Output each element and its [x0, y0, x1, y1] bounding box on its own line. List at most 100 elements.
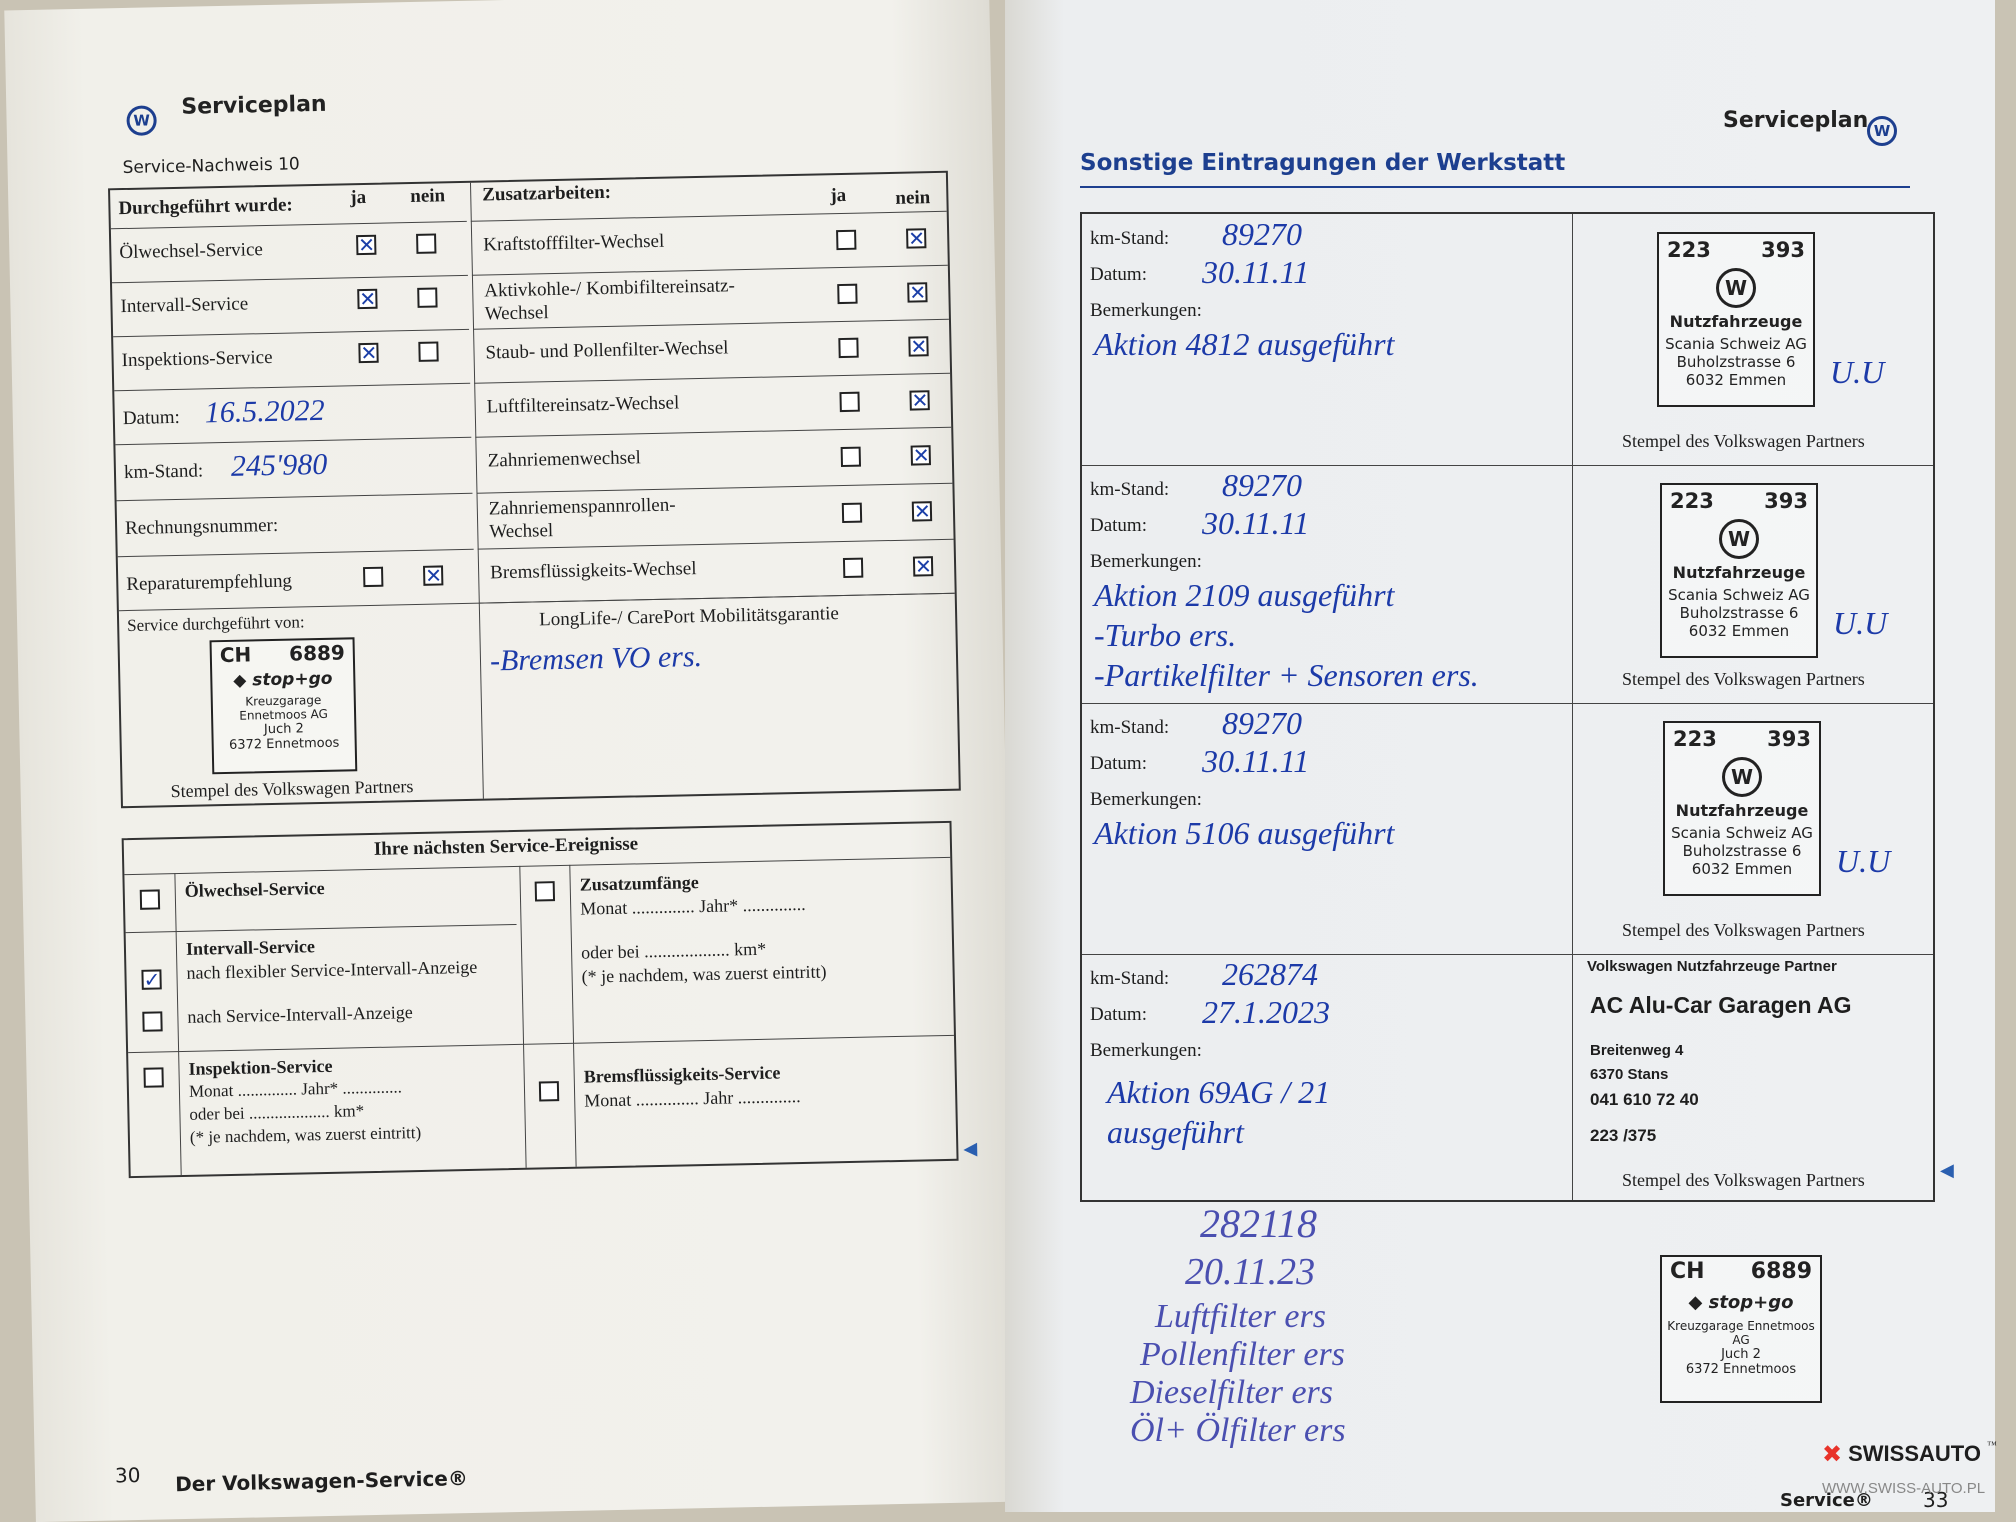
interval-service-ja-checkbox[interactable]: ✕	[357, 286, 378, 312]
km-value: 245'980	[230, 447, 328, 483]
next-inspection-month: Monat .............. Jahr* .............…	[188, 1077, 403, 1101]
interval-service-nein-checkbox[interactable]	[417, 287, 438, 308]
stamp-brand: stop+go	[1708, 1292, 1794, 1313]
extra-item-ja-checkbox[interactable]	[836, 229, 857, 251]
stamp-number: 6889	[288, 640, 346, 666]
ja-header: ja	[350, 186, 367, 209]
next-extra-label: Zusatzumfänge	[579, 872, 699, 895]
remarks-value: Aktion 2109 ausgeführt	[1094, 577, 1395, 613]
next-inspection-km: oder bei ................... km*	[189, 1101, 365, 1124]
stamp-title: Nutzfahrzeuge	[1669, 312, 1803, 331]
stamp-company: Kreuzgarage Ennetmoos AG	[239, 692, 329, 723]
stamp-brand: stop+go	[252, 668, 333, 691]
dealer-stamp: CH 6889 ◆ stop+go Kreuzgarage Ennetmoos A…	[209, 637, 358, 775]
remarks-label: Bemerkungen:	[1090, 551, 1202, 572]
extra-item-label-cont: Wechsel	[489, 520, 554, 543]
extra-item-label: Zahnriemenwechsel	[487, 447, 641, 472]
date-label: Datum:	[1090, 515, 1147, 536]
invoice-number-label: Rechnungsnummer:	[124, 514, 279, 540]
stamp-country: CH	[1670, 1259, 1705, 1284]
oil-service-nein-checkbox[interactable]	[416, 233, 437, 254]
extra-item-nein-checkbox[interactable]: ✕	[911, 499, 933, 524]
vw-logo-icon: W	[126, 105, 157, 136]
remarks-value: Aktion 5106 ausgeführt	[1094, 815, 1395, 851]
stamp-phone: 041 610 72 40	[1590, 1090, 1699, 1109]
section-underline	[1080, 186, 1910, 188]
extra-item-nein-checkbox[interactable]: ✕	[907, 280, 928, 305]
handwritten-line: Öl+ Ölfilter ers	[1130, 1412, 1346, 1449]
stamp-code: 223 /375	[1590, 1126, 1657, 1145]
extra-item-ja-checkbox[interactable]	[837, 283, 858, 305]
extra-nein-header: nein	[895, 187, 931, 209]
stamp-street: Juch 2	[1721, 1347, 1761, 1362]
stamp-caption: Stempel des Volkswagen Partners	[1622, 431, 1865, 451]
next-extra-km: oder bei ................... km*	[580, 938, 767, 963]
extra-item-nein-checkbox[interactable]: ✕	[912, 554, 934, 579]
stamp-street: Buholzstrasse 6	[1676, 353, 1796, 371]
next-extra-month: Monat .............. Jahr* .............…	[580, 893, 806, 919]
handwritten-date: 20.11.23	[1185, 1251, 1316, 1293]
inspection-service-nein-checkbox[interactable]	[418, 341, 439, 362]
next-extra-checkbox[interactable]	[534, 881, 556, 902]
handwritten-line: Luftfilter ers	[1155, 1298, 1326, 1335]
stamp-caption: Stempel des Volkswagen Partners	[170, 776, 414, 802]
extra-item-nein-checkbox[interactable]: ✕	[910, 443, 932, 468]
footer-title: Service®	[1780, 1490, 1873, 1511]
km-value: 89270	[1222, 216, 1302, 252]
next-oil-checkbox[interactable]	[139, 889, 161, 910]
extra-item-nein-checkbox[interactable]: ✕	[908, 334, 929, 359]
signature: U.U	[1830, 354, 1885, 390]
remarks-label: Bemerkungen:	[1090, 1040, 1202, 1061]
longlife-label: LongLife-/ CarePort Mobilitätsgarantie	[538, 603, 840, 631]
next-brake-checkbox[interactable]	[538, 1081, 560, 1102]
km-value: 89270	[1222, 705, 1302, 741]
remarks-label: Bemerkungen:	[1090, 789, 1202, 810]
right-page: Serviceplan W Sonstige Eintragungen der …	[1005, 0, 1995, 1512]
workshop-entries-table: km-Stand: 89270 Datum: 30.11.11 Bemerkungen:…	[1080, 212, 1935, 1202]
next-inspection-checkbox[interactable]	[143, 1067, 164, 1088]
extra-item-ja-checkbox[interactable]	[840, 446, 862, 468]
date-value: 27.1.2023	[1202, 994, 1330, 1030]
bottom-dealer-stamp: CH 6889 ◆ stop+go Kreuzgarage Ennetmoos A…	[1660, 1255, 1822, 1403]
performed-header: Durchgeführt wurde:	[118, 194, 293, 220]
repair-ja-checkbox[interactable]	[363, 566, 384, 588]
remarks-value: -Turbo ers.	[1094, 617, 1237, 653]
stamp-top: Volkswagen Nutzfahrzeuge Partner	[1587, 958, 1837, 975]
extra-item-ja-checkbox[interactable]	[842, 557, 864, 579]
handwritten-line: Pollenfilter ers	[1140, 1336, 1345, 1373]
km-label: km-Stand:	[1090, 228, 1170, 249]
next-inspection-note: (* je nachdem, was zuerst eintritt)	[189, 1122, 422, 1147]
handwritten-line: Dieselfilter ers	[1130, 1374, 1334, 1411]
extra-item-ja-checkbox[interactable]	[841, 502, 863, 524]
next-interval-flex-checkbox[interactable]: ✓	[141, 967, 162, 992]
swissauto-watermark: ✖ SWISSAUTO ™	[1822, 1440, 1997, 1468]
stamp-caption: Stempel des Volkswagen Partners	[1622, 669, 1865, 689]
extra-item-nein-checkbox[interactable]: ✕	[909, 388, 930, 413]
oil-service-label: Ölwechsel-Service	[119, 239, 264, 264]
stamp-city: 6370 Stans	[1590, 1066, 1669, 1083]
extra-item-ja-checkbox[interactable]	[838, 337, 859, 359]
stamp-city: 6032 Emmen	[1688, 622, 1790, 640]
extra-item-nein-checkbox[interactable]: ✕	[906, 226, 927, 251]
extra-work-header: Zusatzarbeiten:	[482, 181, 612, 206]
date-value: 30.11.11	[1202, 743, 1310, 779]
date-label: Datum:	[122, 406, 181, 430]
repair-nein-checkbox[interactable]: ✕	[422, 563, 444, 588]
km-label: km-Stand:	[1090, 968, 1170, 989]
handwritten-km: 282118	[1200, 1201, 1318, 1246]
nein-header: nein	[410, 185, 446, 208]
inspection-service-ja-checkbox[interactable]: ✕	[358, 340, 379, 366]
next-page-arrow-icon: ◀	[963, 1138, 978, 1159]
oil-service-ja-checkbox[interactable]: ✕	[356, 232, 377, 258]
km-label: km-Stand:	[1090, 717, 1170, 738]
stamp-caption: Stempel des Volkswagen Partners	[1622, 1170, 1865, 1190]
extra-item-ja-checkbox[interactable]	[839, 391, 860, 413]
stamp-code-left: 223	[1673, 727, 1717, 751]
next-brake-label: Bremsflüssigkeits-Service	[583, 1062, 781, 1087]
vw-logo-icon: W	[1722, 757, 1762, 797]
footer-title: Der Volkswagen-Service®	[174, 1466, 469, 1497]
stamp-code-right: 393	[1767, 727, 1811, 751]
date-label: Datum:	[1090, 264, 1147, 285]
next-interval-sia-checkbox[interactable]	[142, 1011, 163, 1032]
stop-go-logo-icon: ◆	[233, 670, 247, 691]
